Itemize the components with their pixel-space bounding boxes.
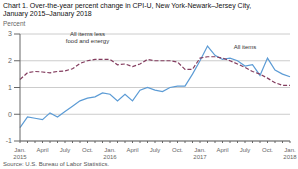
svg-text:April: April [126, 147, 138, 153]
svg-text:0: 0 [8, 111, 12, 118]
svg-text:Jan.2018: Jan.2018 [283, 147, 290, 159]
svg-text:July: July [150, 147, 161, 153]
svg-text:Jan.2015: Jan.2015 [13, 147, 27, 159]
svg-text:1: 1 [8, 84, 12, 91]
svg-text:Jan.2017: Jan.2017 [193, 147, 207, 159]
svg-text:July: July [240, 147, 251, 153]
svg-text:Jan.2016: Jan.2016 [103, 147, 117, 159]
html-text:Source: U.S. Bureau of Labor S: Source: U.S. Bureau of Labor Statistics. [3, 161, 110, 167]
svg-text:All items: All items [234, 44, 257, 50]
svg-text:April: April [36, 147, 48, 153]
svg-text:Oct.: Oct. [172, 147, 183, 153]
svg-text:All items lessfood and energy: All items lessfood and energy [66, 31, 109, 44]
svg-text:Oct.: Oct. [262, 147, 273, 153]
svg-text:July: July [60, 147, 71, 153]
html-text:Percent: Percent [3, 20, 26, 27]
svg-text:Oct.: Oct. [82, 147, 93, 153]
svg-text:2: 2 [8, 57, 12, 64]
svg-text:3: 3 [8, 30, 12, 37]
svg-text:April: April [216, 147, 228, 153]
html-text:Chart 1. Over-the-year percent: Chart 1. Over-the-year percent change in… [3, 2, 252, 17]
svg-text:-1: -1 [8, 137, 12, 144]
